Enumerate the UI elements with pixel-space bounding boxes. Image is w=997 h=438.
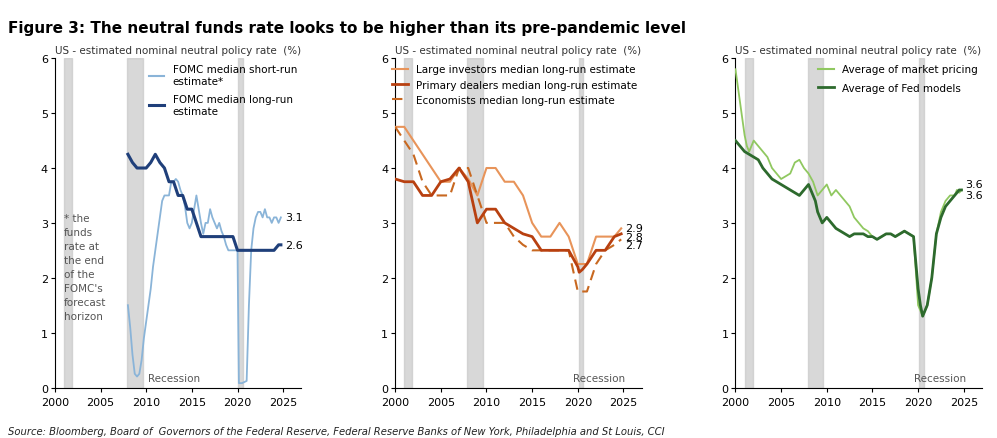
- Text: US - estimated nominal neutral policy rate  (%): US - estimated nominal neutral policy ra…: [736, 46, 982, 56]
- Legend: Average of market pricing, Average of Fed models: Average of market pricing, Average of Fe…: [814, 61, 982, 98]
- Text: Recession: Recession: [573, 373, 625, 383]
- Text: US - estimated nominal neutral policy rate  (%): US - estimated nominal neutral policy ra…: [55, 46, 301, 56]
- Text: 3.1: 3.1: [285, 213, 303, 223]
- Text: 2.6: 2.6: [285, 240, 303, 250]
- Text: Figure 3: The neutral funds rate looks to be higher than its pre-pandemic level: Figure 3: The neutral funds rate looks t…: [8, 21, 686, 36]
- Bar: [64, 59, 72, 388]
- Bar: [127, 59, 143, 388]
- Text: 2.7: 2.7: [625, 240, 643, 250]
- Text: Source: Bloomberg, Board of  Governors of the Federal Reserve, Federal Reserve B: Source: Bloomberg, Board of Governors of…: [8, 426, 665, 436]
- Text: Recession: Recession: [148, 373, 200, 383]
- Text: * the
funds
rate at
the end
of the
FOMC's
forecast
horizon: * the funds rate at the end of the FOMC'…: [64, 213, 107, 321]
- Bar: [238, 59, 243, 388]
- Bar: [745, 59, 753, 388]
- Text: Recession: Recession: [913, 373, 966, 383]
- Text: US - estimated nominal neutral policy rate  (%): US - estimated nominal neutral policy ra…: [395, 46, 641, 56]
- Bar: [404, 59, 413, 388]
- Bar: [919, 59, 923, 388]
- Bar: [808, 59, 824, 388]
- Text: 3.6: 3.6: [966, 180, 983, 190]
- Text: 3.6: 3.6: [966, 191, 983, 201]
- Legend: FOMC median short-run
estimate*, FOMC median long-run
estimate: FOMC median short-run estimate*, FOMC me…: [145, 61, 301, 121]
- Legend: Large investors median long-run estimate, Primary dealers median long-run estima: Large investors median long-run estimate…: [388, 61, 641, 110]
- Bar: [578, 59, 583, 388]
- Text: 2.8: 2.8: [625, 232, 643, 242]
- Text: 2.9: 2.9: [625, 224, 643, 234]
- Bar: [468, 59, 483, 388]
